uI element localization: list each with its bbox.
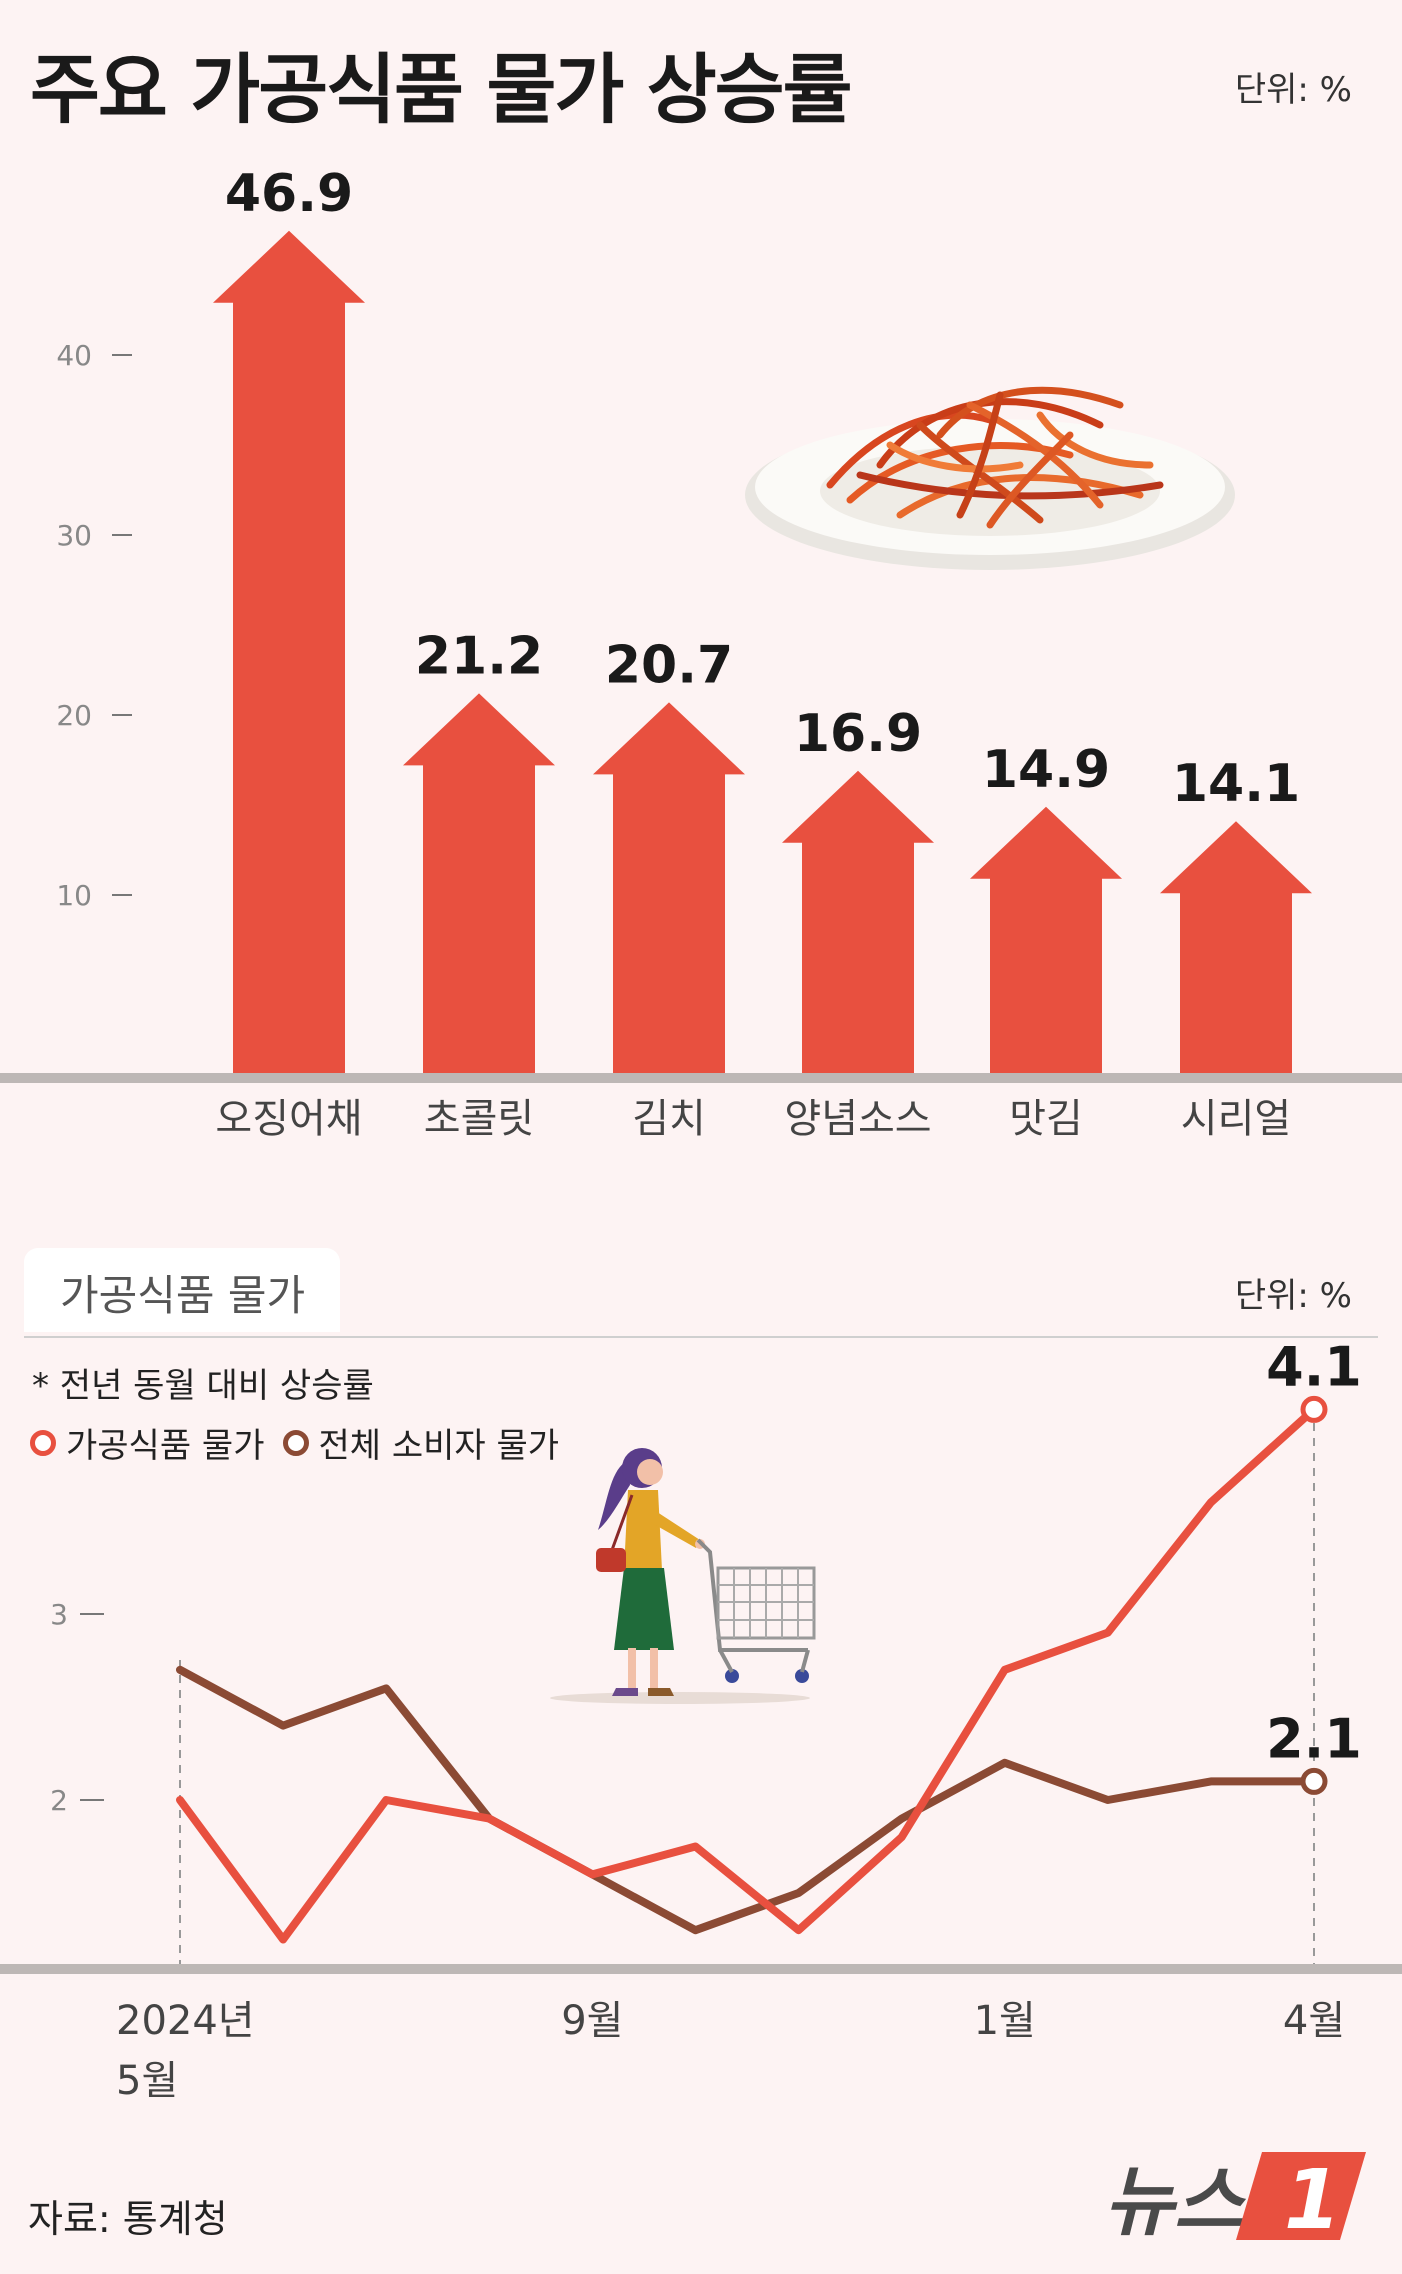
y-tick-label-bar: 10 [56,879,92,912]
bar-value-label: 14.9 [982,740,1110,800]
x-tick-label-line: 1월 [974,1998,1036,2044]
bar-value-label: 20.7 [605,635,733,695]
y-tick-label-bar: 20 [56,699,92,732]
line-chart-title: 가공식품 물가 [60,1271,306,1320]
bar-value-label: 16.9 [794,704,922,764]
bar-category-label: 양념소스 [784,1096,931,1142]
y-tick-label-bar: 30 [56,519,92,552]
bar-category-label: 시리얼 [1181,1096,1291,1142]
bar-arrow [403,693,555,1075]
y-tick-label-bar: 40 [56,339,92,372]
x-tick-label-line-2: 5월 [116,2058,178,2104]
x-tick-label-line: 2024년 [116,1998,255,2044]
logo-text: 뉴스 [1104,2157,1247,2246]
bar-value-label: 21.2 [415,626,543,686]
line-baseline [0,1964,1402,1974]
section-divider [24,1336,1378,1338]
legend-label-cpi: 전체 소비자 물가 [318,1426,560,1466]
bar-value-label: 14.1 [1172,754,1300,814]
x-tick-label-line: 4월 [1283,1998,1345,2044]
end-label-cpi: 2.1 [1266,1707,1362,1770]
legend-item-cpi: 전체 소비자 물가 [282,1418,560,1467]
end-marker-cpi [1300,1767,1328,1795]
bar-arrow [593,702,745,1075]
bar-category-label: 초콜릿 [424,1096,534,1142]
shopper-cart-icon [550,1448,816,1704]
page-title: 주요 가공식품 물가 상승률 [30,45,852,134]
series-line-processed-food [176,1405,1318,1944]
legend-item-processed-food: 가공식품 물가 [30,1418,265,1467]
bar-baseline [0,1073,1402,1083]
bar-value-label: 46.9 [225,164,353,224]
bar-arrow [1160,821,1312,1075]
section-tab [24,1248,340,1332]
series-line-cpi [176,1665,1318,1935]
legend-marker-cpi [282,1429,309,1456]
line-chart-unit: 단위: % [1234,1276,1352,1316]
bar-arrow [782,770,934,1075]
line-chart-note: * 전년 동월 대비 상승률 [32,1366,374,1406]
bar-chart-unit: 단위: % [1234,70,1352,110]
y-tick-label-line: 2 [50,1784,68,1817]
legend-label-processed-food: 가공식품 물가 [66,1426,265,1466]
food-plate-icon [745,386,1235,570]
source-note: 자료: 통계청 [28,2197,228,2241]
logo-badge: 1 [1284,2153,1341,2248]
end-marker-processed-food [1300,1395,1328,1423]
bar-arrow [970,806,1122,1075]
bar-category-label: 오징어채 [215,1096,362,1142]
x-tick-label-line: 9월 [561,1998,623,2044]
line-chart-legend: 가공식품 물가 전체 소비자 물가 [30,1418,577,1467]
bar-category-label: 맛김 [1009,1096,1083,1142]
bar-arrow [213,230,365,1076]
bar-category-label: 김치 [632,1096,706,1142]
news1-logo-icon: 뉴스 1 [1104,2152,1366,2248]
y-tick-label-line: 3 [50,1598,68,1631]
legend-marker-processed-food [30,1429,56,1456]
end-label-processed-food: 4.1 [1266,1335,1362,1398]
